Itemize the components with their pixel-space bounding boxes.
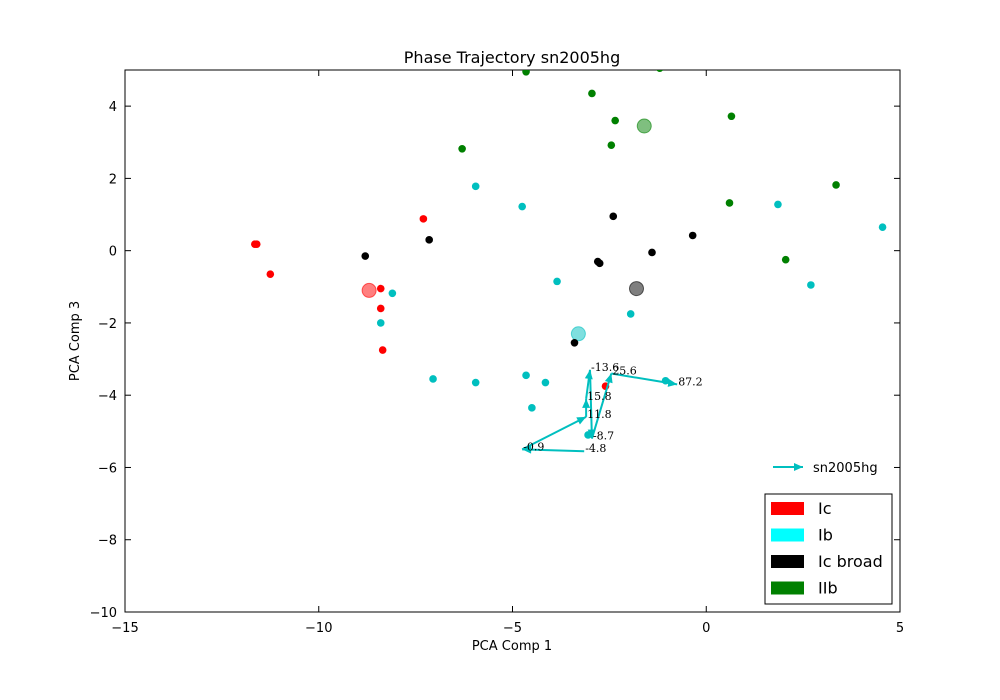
point-ib xyxy=(471,182,480,191)
trajectory-phase-label: -0.9 xyxy=(523,440,544,453)
point-iib xyxy=(588,89,596,98)
trajectory-phase-label: 11.8 xyxy=(587,408,612,421)
scatter-points xyxy=(251,70,887,439)
trajectory-arrow-head xyxy=(522,445,532,454)
x-tick-label: 5 xyxy=(896,621,904,636)
point-ic-broad xyxy=(425,236,433,244)
x-tick-label: −5 xyxy=(503,621,522,636)
y-tick-label: 0 xyxy=(109,245,117,260)
point-iib xyxy=(832,181,840,189)
legend-swatch xyxy=(771,555,804,568)
point-ib xyxy=(626,310,635,318)
point-ib xyxy=(878,223,887,231)
legend-label: IIb xyxy=(818,579,838,598)
point-ic-broad xyxy=(648,248,656,257)
trajectory-arrow xyxy=(589,369,593,439)
trajectory-phase-label: -8.7 xyxy=(593,430,614,443)
x-tick-label: 0 xyxy=(702,621,710,636)
y-tick-label: −2 xyxy=(98,317,117,332)
x-tick-label: −10 xyxy=(305,621,332,636)
point-ib xyxy=(376,319,385,327)
point-ic-broad xyxy=(688,231,697,240)
trajectory-phase-label: 15.8 xyxy=(587,390,612,403)
legend-swatch xyxy=(771,581,804,595)
trajectory-phase-label: -4.8 xyxy=(585,442,606,455)
y-tick-label: −10 xyxy=(90,606,117,621)
point-ib xyxy=(541,378,550,387)
trajectory-phase-label: -13.6 xyxy=(591,361,619,374)
centroid-ic-broad xyxy=(629,281,644,297)
x-tick-label: −15 xyxy=(111,621,138,636)
trajectory-arrow xyxy=(611,372,678,386)
point-ib xyxy=(471,378,480,387)
y-tick-label: 2 xyxy=(109,172,117,187)
legend-label: Ic broad xyxy=(818,552,883,571)
point-iib xyxy=(727,112,736,121)
legend: Ic Ib Ic broad IIb xyxy=(764,493,893,605)
trajectory-arrow xyxy=(521,415,587,451)
point-iib xyxy=(522,70,530,76)
trajectory-arrow xyxy=(522,448,585,453)
point-ib xyxy=(553,277,561,286)
y-tick-label: 4 xyxy=(109,100,117,115)
chart-title: Phase Trajectory sn2005hg xyxy=(404,48,620,67)
centroid-iib xyxy=(636,118,652,134)
centroid-ic xyxy=(361,282,377,298)
point-ib xyxy=(518,202,526,211)
point-ib xyxy=(528,404,536,412)
x-axis-label: PCA Comp 1 xyxy=(472,639,552,654)
legend-label: Ib xyxy=(818,526,833,545)
point-ib xyxy=(774,200,782,209)
legend-label: Ic xyxy=(818,499,832,518)
trajectory-arrow-head xyxy=(667,378,678,387)
point-ic xyxy=(378,346,387,354)
legend-swatch xyxy=(771,528,804,542)
legend-trajectory-arrow-head xyxy=(794,463,803,471)
trajectory-arrow xyxy=(590,373,613,439)
point-iib xyxy=(725,199,734,207)
point-ic xyxy=(376,284,385,293)
point-iib xyxy=(781,255,790,264)
point-iib xyxy=(611,116,619,125)
point-iib xyxy=(458,144,466,153)
trajectory-phase-label: 25.6 xyxy=(612,365,637,378)
trajectory: -4.8 -0.9 11.8 15.8 -13.6 -8.7 25.6 87.2 xyxy=(521,361,703,455)
point-iib xyxy=(607,141,616,149)
point-ib xyxy=(807,281,815,289)
point-ic xyxy=(376,304,385,313)
trajectory-phase-label: 87.2 xyxy=(678,375,703,388)
centroid-ib xyxy=(570,326,586,342)
point-ic xyxy=(266,270,275,278)
y-tick-label: −8 xyxy=(98,534,117,549)
point-ic-broad xyxy=(361,252,370,260)
y-tick-label: −4 xyxy=(98,389,117,404)
y-axis-label: PCA Comp 3 xyxy=(68,301,83,381)
trajectory-arrow-head xyxy=(582,398,591,408)
trajectory-arrow-head xyxy=(576,416,587,425)
legend-swatch xyxy=(771,502,804,515)
point-ib xyxy=(522,371,530,380)
point-ic-broad xyxy=(609,212,618,221)
point-ib xyxy=(429,375,437,383)
point-ic xyxy=(252,240,261,248)
point-ic xyxy=(419,215,428,223)
point-ic-broad xyxy=(570,339,579,347)
trajectory-arrow-head xyxy=(604,373,613,384)
legend-trajectory-label: sn2005hg xyxy=(813,461,878,476)
trajectory-legend: sn2005hg xyxy=(773,461,878,476)
point-iib xyxy=(656,70,664,72)
y-tick-label: −6 xyxy=(98,461,117,476)
point-ib xyxy=(388,289,397,298)
point-ic-broad xyxy=(595,259,604,268)
